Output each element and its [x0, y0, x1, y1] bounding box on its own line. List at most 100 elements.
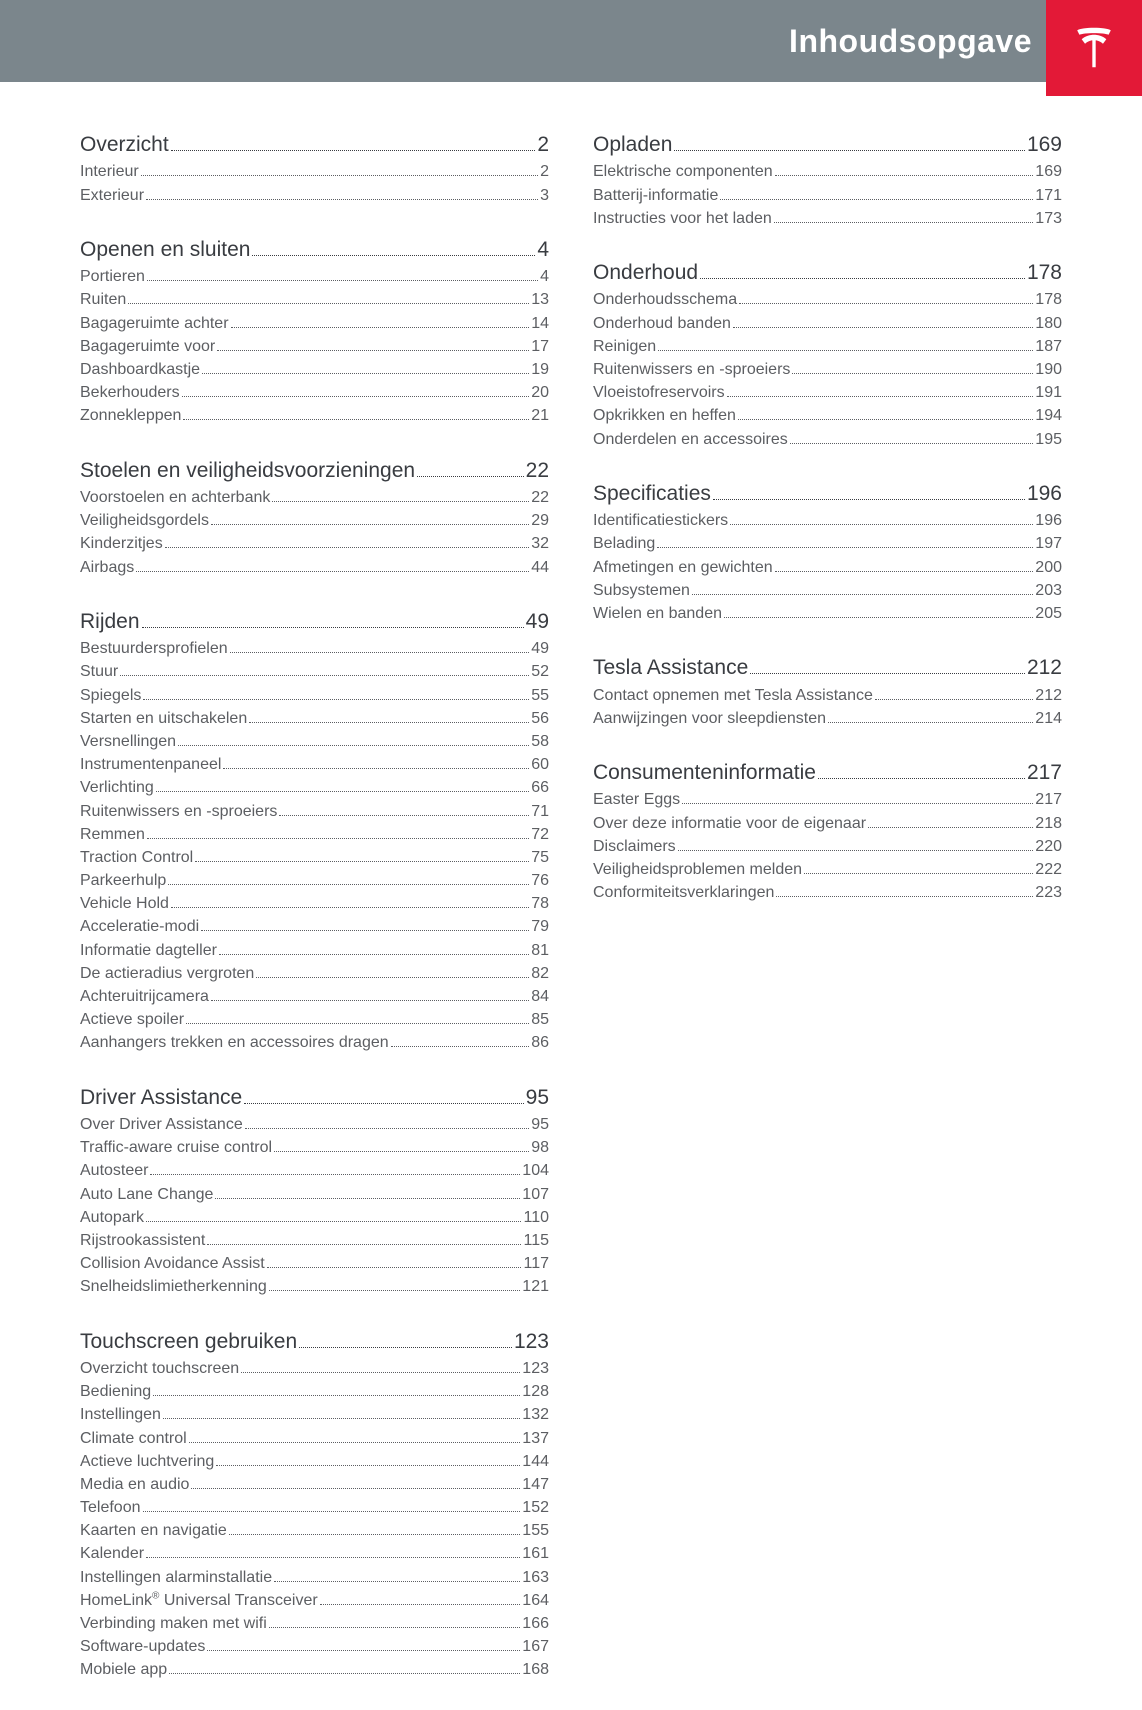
toc-sub-row[interactable]: Autopark110	[80, 1206, 549, 1229]
leader-dots	[775, 571, 1034, 572]
toc-heading-row[interactable]: Consumenteninformatie217	[593, 758, 1062, 788]
toc-sub-row[interactable]: Collision Avoidance Assist117	[80, 1252, 549, 1275]
toc-sub-row[interactable]: Bagageruimte voor17	[80, 335, 549, 358]
toc-sub-row[interactable]: Opkrikken en heffen194	[593, 404, 1062, 427]
toc-sub-row[interactable]: Climate control137	[80, 1427, 549, 1450]
toc-sub-row[interactable]: Software-updates167	[80, 1635, 549, 1658]
toc-sub-row[interactable]: Exterieur3	[80, 184, 549, 207]
toc-sub-row[interactable]: Aanhangers trekken en accessoires dragen…	[80, 1031, 549, 1054]
toc-sub-row[interactable]: Bediening128	[80, 1380, 549, 1403]
leader-dots	[195, 861, 529, 862]
toc-sub-row[interactable]: Aanwijzingen voor sleepdiensten214	[593, 707, 1062, 730]
toc-sub-row[interactable]: Veiligheidsproblemen melden222	[593, 858, 1062, 881]
toc-heading-row[interactable]: Openen en sluiten4	[80, 235, 549, 265]
toc-sub-row[interactable]: Achteruitrijcamera84	[80, 985, 549, 1008]
toc-sub-row[interactable]: Over Driver Assistance95	[80, 1113, 549, 1136]
toc-sub-row[interactable]: Kalender161	[80, 1542, 549, 1565]
toc-section: Stoelen en veiligheidsvoorzieningen22Voo…	[80, 456, 549, 579]
toc-sub-row[interactable]: Actieve luchtvering144	[80, 1450, 549, 1473]
toc-heading-row[interactable]: Onderhoud178	[593, 258, 1062, 288]
toc-sub-row[interactable]: Instellingen132	[80, 1403, 549, 1426]
toc-sub-row[interactable]: Easter Eggs217	[593, 788, 1062, 811]
toc-sub-row[interactable]: Elektrische componenten169	[593, 160, 1062, 183]
toc-sub-label: Aanhangers trekken en accessoires dragen	[80, 1031, 389, 1054]
toc-sub-row[interactable]: Verbinding maken met wifi166	[80, 1612, 549, 1635]
toc-sub-row[interactable]: Belading197	[593, 532, 1062, 555]
toc-sub-row[interactable]: Ruitenwissers en -sproeiers190	[593, 358, 1062, 381]
toc-sub-row[interactable]: Conformiteitsverklaringen223	[593, 881, 1062, 904]
toc-sub-row[interactable]: Batterij-informatie171	[593, 184, 1062, 207]
toc-heading-row[interactable]: Opladen169	[593, 130, 1062, 160]
toc-sub-row[interactable]: Spiegels55	[80, 684, 549, 707]
toc-sub-row[interactable]: Snelheidslimietherkenning121	[80, 1275, 549, 1298]
toc-sub-row[interactable]: Ruiten13	[80, 288, 549, 311]
toc-sub-page: 178	[1035, 288, 1062, 311]
toc-sub-row[interactable]: Traffic-aware cruise control98	[80, 1136, 549, 1159]
toc-sub-row[interactable]: Voorstoelen en achterbank22	[80, 486, 549, 509]
toc-sub-row[interactable]: Veiligheidsgordels29	[80, 509, 549, 532]
toc-heading-row[interactable]: Overzicht2	[80, 130, 549, 160]
toc-sub-row[interactable]: Versnellingen58	[80, 730, 549, 753]
toc-sub-row[interactable]: Remmen72	[80, 823, 549, 846]
toc-sub-row[interactable]: Onderhoud banden180	[593, 312, 1062, 335]
toc-sub-row[interactable]: Afmetingen en gewichten200	[593, 556, 1062, 579]
toc-sub-label: Stuur	[80, 660, 118, 683]
toc-sub-row[interactable]: Parkeerhulp76	[80, 869, 549, 892]
toc-sub-row[interactable]: Telefoon152	[80, 1496, 549, 1519]
toc-heading-row[interactable]: Specificaties196	[593, 479, 1062, 509]
toc-heading-row[interactable]: Stoelen en veiligheidsvoorzieningen22	[80, 456, 549, 486]
toc-sub-page: 72	[531, 823, 549, 846]
toc-sub-row[interactable]: Portieren4	[80, 265, 549, 288]
toc-sub-row[interactable]: Informatie dagteller81	[80, 939, 549, 962]
toc-sub-row[interactable]: Media en audio147	[80, 1473, 549, 1496]
toc-sub-label: Parkeerhulp	[80, 869, 166, 892]
toc-heading-row[interactable]: Driver Assistance95	[80, 1083, 549, 1113]
toc-sub-row[interactable]: Reinigen187	[593, 335, 1062, 358]
toc-sub-row[interactable]: Dashboardkastje19	[80, 358, 549, 381]
toc-sub-label: Vloeistofreservoirs	[593, 381, 725, 404]
toc-sub-row[interactable]: De actieradius vergroten82	[80, 962, 549, 985]
toc-sub-row[interactable]: Ruitenwissers en -sproeiers71	[80, 800, 549, 823]
toc-sub-row[interactable]: Kinderzitjes32	[80, 532, 549, 555]
toc-heading-row[interactable]: Touchscreen gebruiken123	[80, 1327, 549, 1357]
toc-heading-row[interactable]: Tesla Assistance212	[593, 653, 1062, 683]
toc-sub-page: 117	[523, 1252, 549, 1275]
toc-sub-row[interactable]: Verlichting66	[80, 776, 549, 799]
toc-sub-row[interactable]: Interieur2	[80, 160, 549, 183]
toc-sub-row[interactable]: Rijstrookassistent115	[80, 1229, 549, 1252]
toc-sub-row[interactable]: Zonnekleppen21	[80, 404, 549, 427]
toc-sub-row[interactable]: Starten en uitschakelen56	[80, 707, 549, 730]
toc-sub-row[interactable]: Instellingen alarminstallatie163	[80, 1566, 549, 1589]
toc-sub-row[interactable]: Traction Control75	[80, 846, 549, 869]
toc-sub-row[interactable]: Stuur52	[80, 660, 549, 683]
toc-sub-label: Bagageruimte achter	[80, 312, 229, 335]
toc-sub-row[interactable]: Bagageruimte achter14	[80, 312, 549, 335]
toc-sub-row[interactable]: Wielen en banden205	[593, 602, 1062, 625]
toc-sub-row[interactable]: Mobiele app168	[80, 1658, 549, 1681]
toc-sub-row[interactable]: Onderdelen en accessoires195	[593, 428, 1062, 451]
toc-sub-page: 152	[522, 1496, 549, 1519]
toc-sub-row[interactable]: HomeLink® Universal Transceiver164	[80, 1589, 549, 1612]
toc-sub-row[interactable]: Instrumentenpaneel60	[80, 753, 549, 776]
toc-sub-row[interactable]: Airbags44	[80, 556, 549, 579]
leader-dots	[274, 1151, 529, 1152]
toc-sub-row[interactable]: Disclaimers220	[593, 835, 1062, 858]
toc-sub-row[interactable]: Overzicht touchscreen123	[80, 1357, 549, 1380]
toc-sub-row[interactable]: Autosteer104	[80, 1159, 549, 1182]
toc-sub-page: 3	[540, 184, 549, 207]
toc-sub-row[interactable]: Contact opnemen met Tesla Assistance212	[593, 684, 1062, 707]
toc-heading-row[interactable]: Rijden49	[80, 607, 549, 637]
toc-sub-row[interactable]: Onderhoudsschema178	[593, 288, 1062, 311]
toc-sub-row[interactable]: Acceleratie-modi79	[80, 915, 549, 938]
toc-sub-row[interactable]: Vehicle Hold78	[80, 892, 549, 915]
toc-sub-row[interactable]: Instructies voor het laden173	[593, 207, 1062, 230]
toc-sub-row[interactable]: Identificatiestickers196	[593, 509, 1062, 532]
toc-sub-row[interactable]: Kaarten en navigatie155	[80, 1519, 549, 1542]
toc-sub-row[interactable]: Bestuurdersprofielen49	[80, 637, 549, 660]
toc-sub-row[interactable]: Over deze informatie voor de eigenaar218	[593, 812, 1062, 835]
toc-sub-row[interactable]: Auto Lane Change107	[80, 1183, 549, 1206]
toc-sub-row[interactable]: Vloeistofreservoirs191	[593, 381, 1062, 404]
toc-sub-row[interactable]: Actieve spoiler85	[80, 1008, 549, 1031]
toc-sub-row[interactable]: Subsystemen203	[593, 579, 1062, 602]
toc-sub-row[interactable]: Bekerhouders20	[80, 381, 549, 404]
